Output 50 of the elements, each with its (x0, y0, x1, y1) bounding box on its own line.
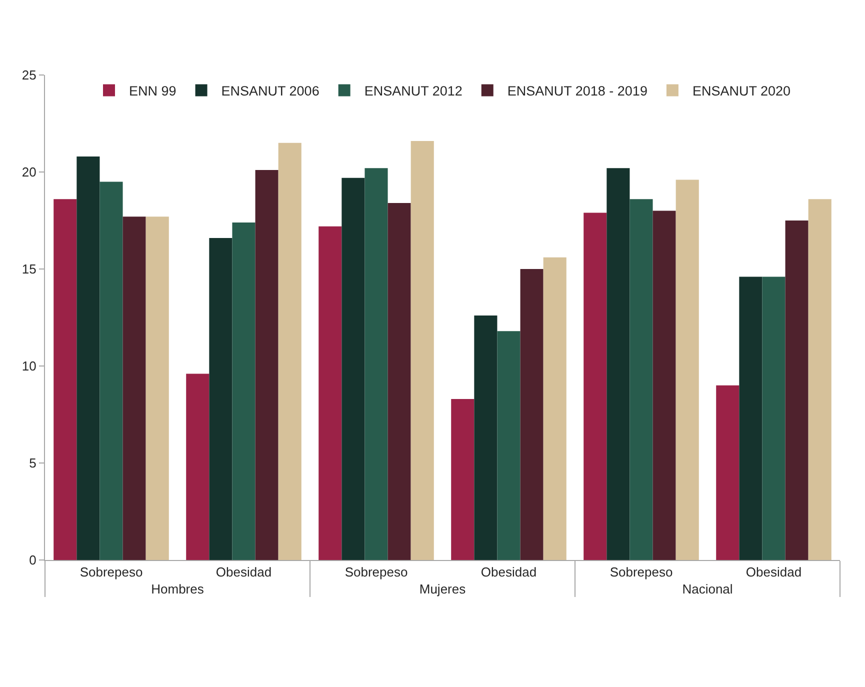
bar (232, 222, 256, 560)
bar (739, 276, 762, 560)
y-tick-label: 25 (22, 68, 36, 83)
text: Mujeres (419, 582, 466, 597)
bar (410, 140, 434, 560)
bar (186, 374, 210, 560)
legend-label: ENSANUT 2006 (221, 84, 320, 99)
bar (652, 210, 676, 560)
bar (474, 316, 498, 560)
bar (630, 199, 653, 560)
bar (543, 257, 566, 560)
bar (318, 226, 342, 560)
x-tick-label: Sobrepeso (344, 564, 408, 580)
x-tick-label: Obesidad (216, 564, 272, 580)
y-tick-label: 0 (29, 552, 36, 568)
bar (100, 182, 123, 560)
text: Nacional (682, 582, 733, 597)
bar (451, 398, 474, 560)
x-tick-label: Obesidad (746, 564, 802, 580)
bar (520, 269, 544, 560)
y-tick-label: 20 (22, 164, 36, 180)
legend-label: ENSANUT 2018 - 2019 (507, 84, 648, 99)
bar (255, 170, 278, 560)
legend-label: ENN 99 (129, 84, 176, 99)
y-tick-label: 10 (22, 358, 36, 374)
bar (808, 199, 832, 560)
bar (676, 180, 699, 560)
bar (76, 156, 100, 560)
x-tick-label: Sobrepeso (610, 564, 673, 580)
bar (146, 216, 169, 560)
bar (364, 168, 388, 560)
y-tick-label: 5 (29, 456, 36, 471)
x-tick-label: Sobrepeso (80, 564, 143, 580)
bar (122, 216, 146, 560)
bar (342, 178, 365, 560)
y-tick-label: 15 (22, 262, 36, 277)
bar (388, 203, 411, 560)
bar (584, 212, 607, 560)
bar (54, 199, 77, 560)
legend-label: ENSANUT 2012 (364, 84, 462, 99)
bar (716, 385, 740, 560)
bar (785, 220, 808, 560)
text: Hombres (151, 582, 204, 597)
bar (606, 168, 630, 560)
legend-label: ENSANUT 2020 (692, 84, 790, 99)
x-tick-label: Obesidad (480, 564, 537, 580)
bar (497, 331, 520, 560)
bar (209, 238, 232, 560)
bar (762, 276, 786, 560)
bar (278, 142, 302, 560)
